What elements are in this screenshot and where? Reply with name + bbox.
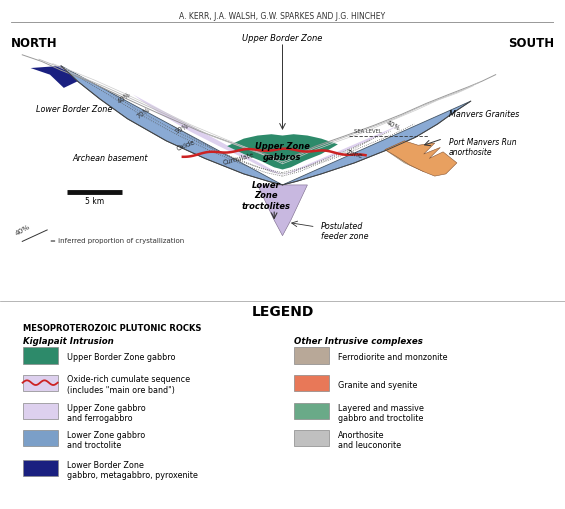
Text: 5 km: 5 km (85, 197, 104, 206)
Text: = inferred proportion of crystallization: = inferred proportion of crystallization (50, 238, 184, 244)
Text: Upper Zone
gabbros: Upper Zone gabbros (255, 142, 310, 161)
FancyBboxPatch shape (294, 403, 329, 419)
Text: Postulated
feeder zone: Postulated feeder zone (321, 221, 369, 241)
Text: Lower Zone gabbro
and troctolite: Lower Zone gabbro and troctolite (67, 431, 145, 450)
Polygon shape (258, 185, 307, 236)
Text: Cumulate: Cumulate (222, 151, 254, 165)
Text: 90%: 90% (175, 123, 190, 135)
Polygon shape (133, 95, 402, 175)
Text: Lower
Zone
troctolites: Lower Zone troctolites (241, 181, 290, 211)
Text: Lower Border Zone: Lower Border Zone (36, 105, 112, 115)
Text: Port Manvers Run
anorthosite: Port Manvers Run anorthosite (449, 138, 516, 157)
Text: SOUTH: SOUTH (508, 37, 554, 50)
Text: 40%: 40% (14, 223, 31, 237)
Text: Layered and massive
gabbro and troctolite: Layered and massive gabbro and troctolit… (338, 404, 424, 423)
Text: Granite and syenite: Granite and syenite (338, 381, 417, 389)
Text: Upper Border Zone: Upper Border Zone (242, 34, 323, 43)
Polygon shape (31, 66, 77, 88)
FancyBboxPatch shape (294, 430, 329, 446)
FancyBboxPatch shape (294, 375, 329, 391)
Polygon shape (61, 66, 471, 185)
Text: 40%: 40% (116, 91, 132, 104)
Polygon shape (385, 145, 437, 172)
Text: Lower Border Zone
gabbro, metagabbro, pyroxenite: Lower Border Zone gabbro, metagabbro, py… (67, 461, 198, 480)
Text: 40%: 40% (385, 120, 401, 132)
Text: NORTH: NORTH (11, 37, 58, 50)
Text: SEA LEVEL: SEA LEVEL (354, 129, 383, 134)
Text: Anorthosite
and leuconorite: Anorthosite and leuconorite (338, 431, 401, 450)
Text: Ferrodiorite and monzonite: Ferrodiorite and monzonite (338, 353, 447, 362)
Text: LEGEND: LEGEND (251, 305, 314, 319)
Text: Manvers Granites: Manvers Granites (449, 110, 519, 119)
Polygon shape (227, 134, 338, 169)
FancyBboxPatch shape (23, 460, 58, 476)
FancyBboxPatch shape (23, 430, 58, 446)
FancyBboxPatch shape (23, 403, 58, 419)
Text: Kiglapait Intrusion: Kiglapait Intrusion (23, 337, 114, 346)
FancyBboxPatch shape (294, 347, 329, 363)
Text: 70%: 70% (136, 106, 151, 120)
Text: Upper Border Zone gabbro: Upper Border Zone gabbro (67, 353, 175, 362)
Text: A. KERR, J.A. WALSH, G.W. SPARKES AND J.G. HINCHEY: A. KERR, J.A. WALSH, G.W. SPARKES AND J.… (180, 12, 385, 21)
Text: Archean basement: Archean basement (72, 154, 147, 163)
FancyBboxPatch shape (23, 347, 58, 363)
Text: Oxide-rich cumulate sequence
(includes "main ore band"): Oxide-rich cumulate sequence (includes "… (67, 375, 190, 394)
Text: MESOPROTEROZOIC PLUTONIC ROCKS: MESOPROTEROZOIC PLUTONIC ROCKS (23, 324, 201, 333)
Text: Zone: Zone (345, 149, 363, 159)
Text: Oxide: Oxide (176, 139, 195, 152)
Text: Other Intrusive complexes: Other Intrusive complexes (294, 337, 423, 346)
Text: Upper Zone gabbro
and ferrogabbro: Upper Zone gabbro and ferrogabbro (67, 404, 145, 423)
FancyBboxPatch shape (23, 375, 58, 391)
Polygon shape (385, 141, 457, 176)
